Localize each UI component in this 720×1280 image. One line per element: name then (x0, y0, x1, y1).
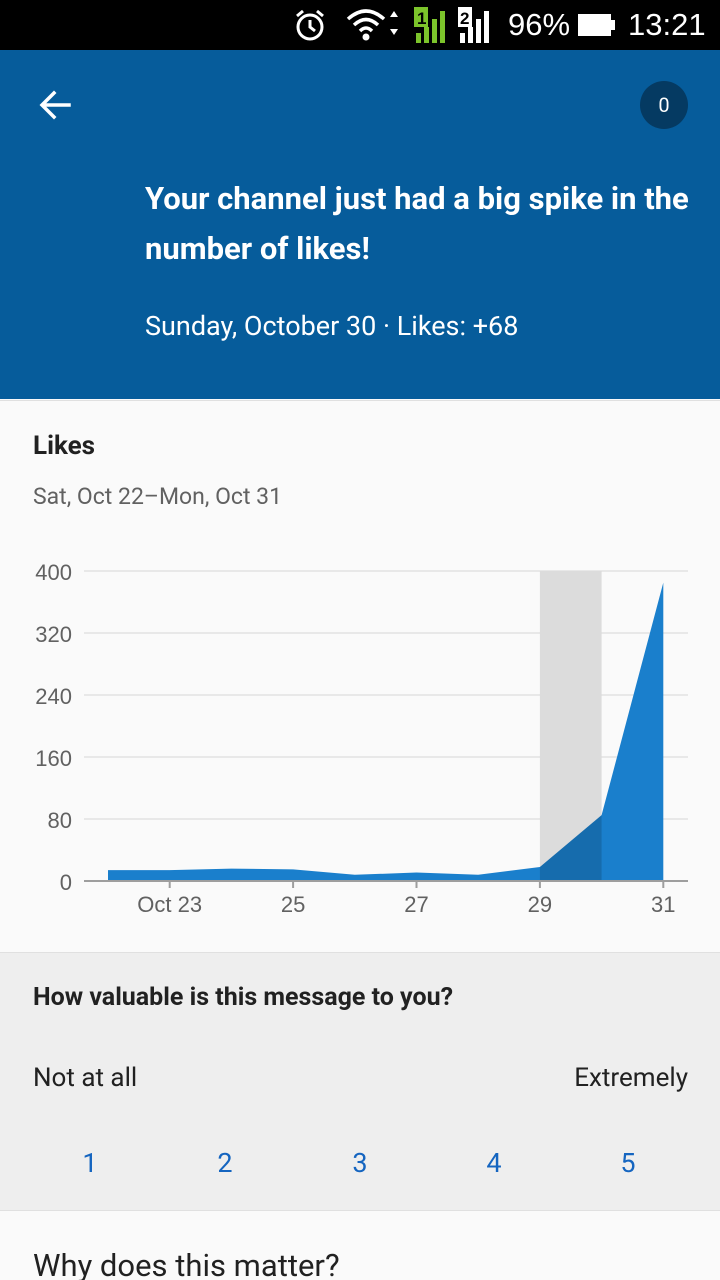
svg-text:1: 1 (417, 9, 426, 28)
date-range: Sat, Oct 22–Mon, Oct 31 (33, 483, 283, 510)
alarm-icon (292, 0, 328, 50)
why-section[interactable]: Why does this matter? (0, 1210, 720, 1280)
y-tick-label: 80 (48, 808, 72, 833)
highlight-overlay (539, 815, 602, 881)
svg-text:2: 2 (460, 9, 469, 28)
y-tick-label: 400 (35, 560, 72, 585)
notification-count-badge[interactable]: 0 (640, 81, 688, 129)
feedback-survey: How valuable is this message to you? Not… (0, 952, 720, 1210)
headline: Your channel just had a big spike in the… (145, 180, 689, 267)
notification-header: 0 Your channel just had a big spike in t… (0, 50, 720, 399)
scale-low-label: Not at all (33, 1063, 138, 1093)
x-tick-label: 29 (528, 892, 552, 917)
signal-sim1-icon: 1 (412, 0, 452, 50)
rating-option-4[interactable]: 4 (486, 1147, 502, 1179)
clock: 13:21 (628, 7, 706, 42)
x-tick-label: 25 (281, 892, 305, 917)
scale-high-label: Extremely (574, 1063, 688, 1093)
rating-option-1[interactable]: 1 (82, 1147, 98, 1179)
x-tick-label: 27 (404, 892, 428, 917)
signal-sim2-icon: 2 (456, 0, 496, 50)
back-button[interactable] (30, 80, 80, 130)
likes-chart: 0 80 160 240 320 400 Oct 23 25 27 29 31 (35, 560, 688, 917)
x-tick-label: 31 (651, 892, 675, 917)
survey-question: How valuable is this message to you? (33, 983, 454, 1012)
arrow-left-icon (39, 90, 71, 120)
rating-option-5[interactable]: 5 (620, 1147, 636, 1179)
status-bar: 1 2 96% 13:21 (0, 0, 720, 50)
y-tick-label: 320 (35, 622, 72, 647)
y-tick-label: 160 (35, 746, 72, 771)
why-title: Why does this matter? (33, 1247, 340, 1280)
spike-summary: Sunday, October 30 · Likes: +68 (145, 310, 519, 342)
rating-option-3[interactable]: 3 (352, 1147, 368, 1179)
card-title: Likes (33, 431, 95, 461)
wifi-icon (346, 0, 400, 50)
battery-icon (578, 0, 616, 50)
y-tick-label: 240 (35, 684, 72, 709)
likes-area-series (108, 582, 664, 881)
battery-percent: 96% (508, 7, 571, 42)
rating-option-2[interactable]: 2 (217, 1147, 233, 1179)
y-tick-label: 0 (60, 870, 72, 895)
x-tick-label: Oct 23 (137, 892, 202, 917)
likes-card: Likes Sat, Oct 22–Mon, Oct 31 0 80 160 240 3… (0, 400, 720, 952)
